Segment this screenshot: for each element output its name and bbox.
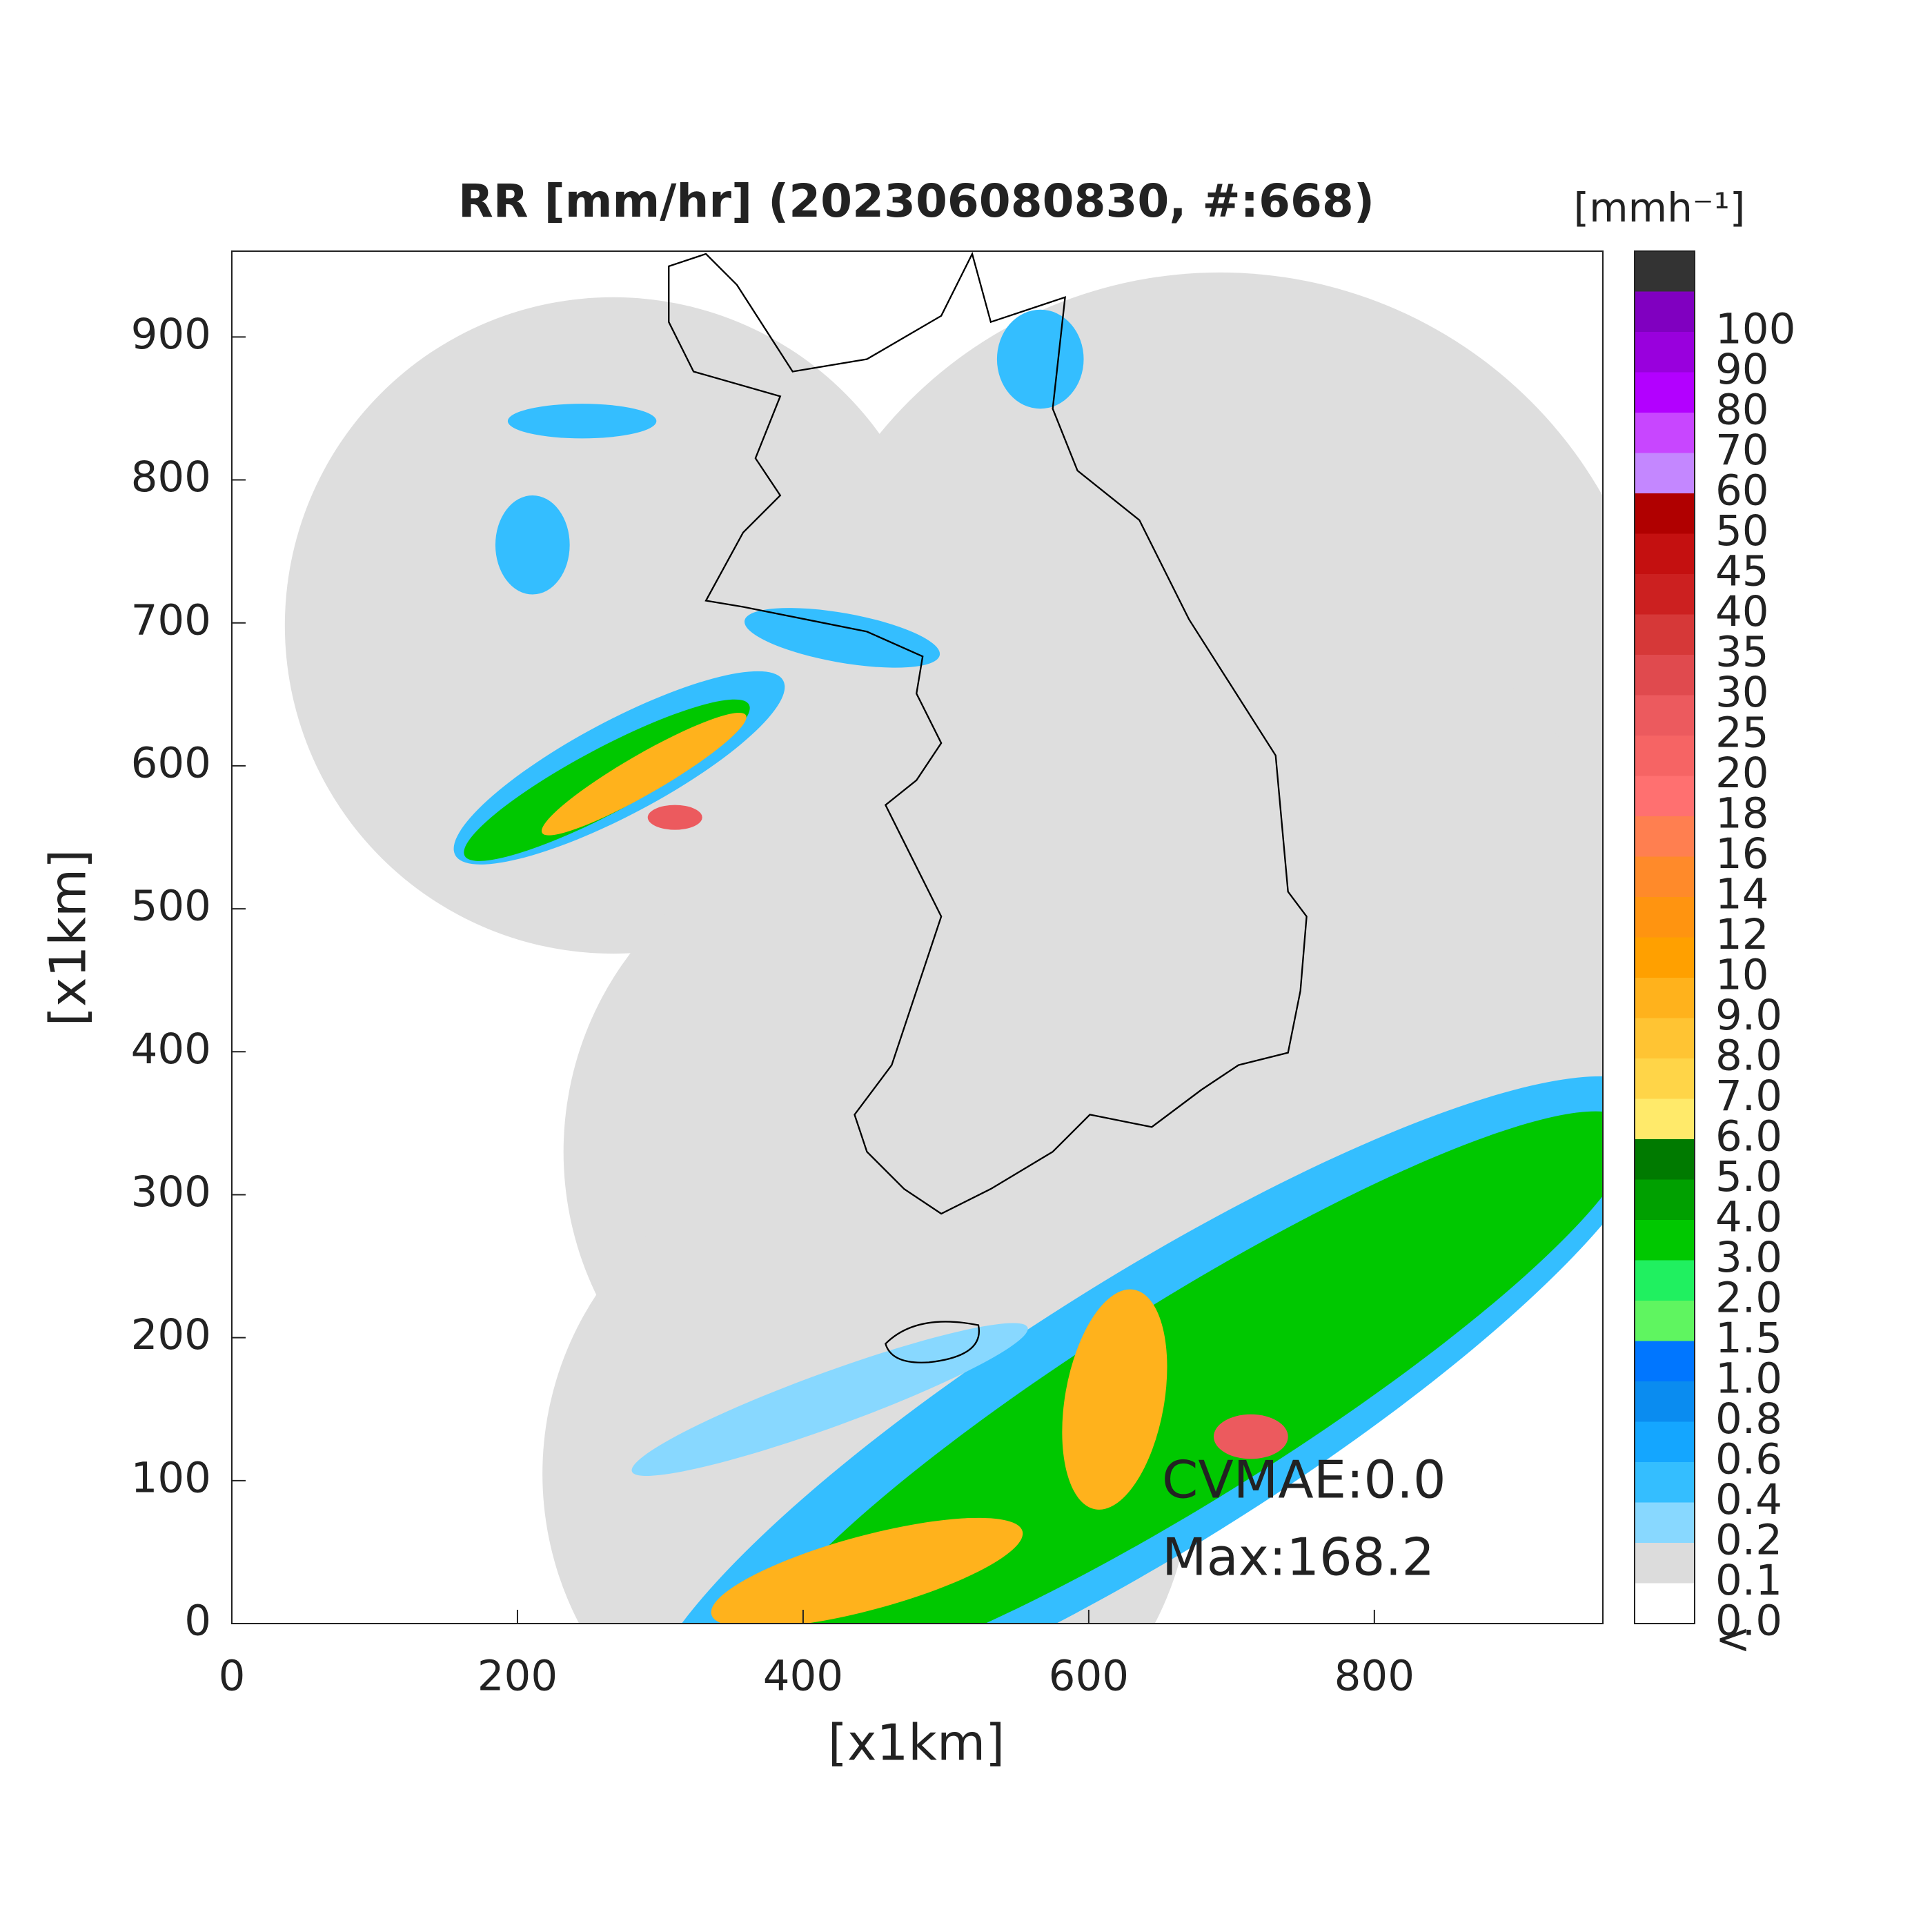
colorbar-bin <box>1635 655 1695 696</box>
colorbar-tick-label: 60 <box>1715 466 1769 515</box>
colorbar-bin <box>1635 1139 1695 1180</box>
colorbar-tick-label: 12 <box>1715 910 1769 959</box>
colorbar-tick-label: 10 <box>1715 951 1769 1000</box>
colorbar-bin <box>1635 332 1695 373</box>
x-tick-label: 800 <box>1334 1652 1414 1701</box>
colorbar-bin <box>1635 1502 1695 1543</box>
colorbar-tick-label: 50 <box>1715 506 1769 555</box>
colorbar-tick-label: < <box>1715 1615 1751 1664</box>
colorbar-tick-label: 9.0 <box>1715 991 1782 1040</box>
colorbar-tick-label: 25 <box>1715 709 1769 758</box>
colorbar-tick-label: 18 <box>1715 789 1769 838</box>
colorbar-tick-label: 0.1 <box>1715 1556 1782 1605</box>
colorbar-tick-label: 0.6 <box>1715 1435 1782 1484</box>
y-tick-label: 900 <box>131 310 211 359</box>
colorbar-bin <box>1635 372 1695 413</box>
y-tick-label: 600 <box>131 738 211 787</box>
colorbar-frame <box>1634 250 1695 1624</box>
x-tick-label: 0 <box>219 1652 246 1701</box>
y-tick-label: 300 <box>131 1167 211 1216</box>
colorbar-bin <box>1635 1260 1695 1301</box>
colorbar-bin <box>1635 533 1695 574</box>
colorbar-bin <box>1635 251 1695 292</box>
colorbar-bin <box>1635 291 1695 332</box>
colorbar-bin <box>1635 453 1695 493</box>
colorbar-tick-label: 4.0 <box>1715 1193 1782 1242</box>
annotation: Max:168.2 <box>1162 1527 1435 1588</box>
colorbar-bin <box>1635 937 1695 978</box>
x-tick-label: 200 <box>477 1652 558 1701</box>
colorbar-bin <box>1635 1058 1695 1099</box>
colorbar-bin <box>1635 816 1695 857</box>
x-tick-label: 400 <box>763 1652 843 1701</box>
colorbar-tick-label: 1.5 <box>1715 1314 1782 1363</box>
colorbar-tick-label: 45 <box>1715 547 1769 596</box>
colorbar-bin <box>1635 897 1695 938</box>
colorbar-tick-label: 14 <box>1715 870 1769 919</box>
colorbar-bin <box>1635 574 1695 615</box>
colorbar-bin <box>1635 776 1695 816</box>
colorbar-tick-label: 3.0 <box>1715 1233 1782 1282</box>
colorbar-bin <box>1635 614 1695 655</box>
colorbar-tick-label: 8.0 <box>1715 1032 1782 1081</box>
colorbar-tick-label: 0.8 <box>1715 1394 1782 1443</box>
y-tick-label: 200 <box>131 1310 211 1359</box>
y-tick-label: 500 <box>131 882 211 931</box>
colorbar-tick-label: 40 <box>1715 587 1769 636</box>
radar-map <box>284 251 1603 1624</box>
colorbar-bin <box>1635 413 1695 453</box>
colorbar-bin <box>1635 695 1695 736</box>
y-tick-label: 100 <box>131 1453 211 1502</box>
colorbar-bin <box>1635 1018 1695 1058</box>
colorbar-tick-label: 1.0 <box>1715 1354 1782 1403</box>
colorbar-tick-label: 0.2 <box>1715 1516 1782 1565</box>
colorbar-bin <box>1635 1098 1695 1139</box>
colorbar-bin <box>1635 736 1695 776</box>
y-tick-label: 400 <box>131 1025 211 1074</box>
colorbar-bin <box>1635 1179 1695 1220</box>
colorbar-tick-label: 0.0 <box>1715 1597 1782 1646</box>
jeju <box>885 1321 980 1363</box>
colorbar-bin <box>1635 856 1695 897</box>
colorbar-tick-label: 30 <box>1715 668 1769 717</box>
colorbar-bin <box>1635 1301 1695 1341</box>
colorbar-tick-label: 6.0 <box>1715 1112 1782 1161</box>
y-tick-label: 800 <box>131 453 211 502</box>
colorbar-tick-label: 16 <box>1715 829 1769 878</box>
y-tick-label: 700 <box>131 595 211 644</box>
colorbar-tick-label: 90 <box>1715 345 1769 394</box>
colorbar-bin <box>1635 1583 1695 1624</box>
plot-frame <box>231 250 1604 1624</box>
colorbar-tick-label: 100 <box>1715 305 1795 354</box>
x-tick-label: 600 <box>1049 1652 1129 1701</box>
colorbar-bin <box>1635 1220 1695 1261</box>
colorbar-label: [mmh⁻¹] <box>1574 184 1746 231</box>
y-axis-label: [x1km] <box>39 849 97 1026</box>
y-tick-label: 0 <box>184 1597 211 1646</box>
colorbar-tick-label: 0.4 <box>1715 1475 1782 1524</box>
colorbar-tick-label: 80 <box>1715 386 1769 435</box>
rain-echoes <box>453 309 1603 1624</box>
coastline <box>668 251 1308 1215</box>
colorbar-tick-label: 35 <box>1715 628 1769 677</box>
colorbar-tick-label: 2.0 <box>1715 1274 1782 1323</box>
colorbar-tick-label: 70 <box>1715 426 1769 475</box>
colorbar-bin <box>1635 493 1695 534</box>
colorbar-tick-label: 20 <box>1715 749 1769 798</box>
colorbar-bin <box>1635 1421 1695 1462</box>
colorbar-bin <box>1635 1381 1695 1422</box>
colorbar-bin <box>1635 978 1695 1018</box>
colorbar-bin <box>1635 1543 1695 1584</box>
colorbar-tick-label: 7.0 <box>1715 1072 1782 1121</box>
chart-title: RR [mm/hr] (202306080830, #:668) <box>458 175 1374 228</box>
colorbar-bin <box>1635 1341 1695 1381</box>
annotation: CVMAE:0.0 <box>1162 1450 1446 1510</box>
colorbar-tick-label: 5.0 <box>1715 1152 1782 1201</box>
colorbar-bin <box>1635 1462 1695 1503</box>
x-axis-label: [x1km] <box>828 1714 1005 1772</box>
